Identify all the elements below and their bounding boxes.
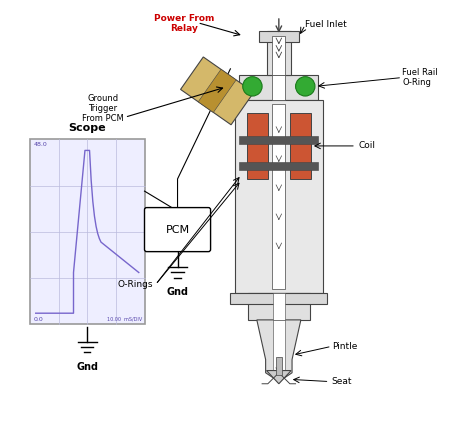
Text: PCM: PCM: [165, 225, 190, 235]
Text: Scope: Scope: [68, 123, 106, 133]
Bar: [239, 136, 319, 144]
Text: Gnd: Gnd: [166, 287, 189, 297]
Polygon shape: [257, 320, 301, 382]
Bar: [239, 75, 319, 99]
Bar: [290, 113, 311, 179]
Bar: [276, 357, 282, 375]
Text: O-Rings: O-Rings: [118, 280, 153, 289]
Circle shape: [243, 77, 262, 96]
Bar: [235, 99, 323, 293]
Text: Fuel Inlet: Fuel Inlet: [305, 21, 347, 29]
Bar: [273, 293, 284, 320]
Polygon shape: [181, 57, 254, 125]
Bar: [248, 293, 310, 320]
Bar: [239, 162, 319, 170]
Text: Ground
Trigger
From PCM: Ground Trigger From PCM: [82, 94, 124, 124]
Text: Seat: Seat: [332, 377, 352, 386]
Polygon shape: [198, 69, 236, 112]
Text: Power From
Relay: Power From Relay: [154, 14, 214, 33]
FancyBboxPatch shape: [145, 207, 210, 252]
Bar: [273, 320, 284, 373]
Bar: [272, 75, 285, 99]
Text: 48.0: 48.0: [34, 142, 47, 147]
Text: Gnd: Gnd: [76, 362, 98, 372]
Text: Fuel Rail
O-Ring: Fuel Rail O-Ring: [402, 68, 438, 87]
Polygon shape: [266, 371, 291, 384]
Text: 0.0: 0.0: [34, 317, 43, 322]
Bar: [246, 113, 268, 179]
Bar: [30, 139, 145, 324]
Bar: [272, 104, 285, 289]
Bar: [259, 31, 299, 42]
Bar: [267, 31, 291, 75]
Text: 10.00  mS/DIV: 10.00 mS/DIV: [107, 317, 142, 322]
Circle shape: [296, 77, 315, 96]
Text: Coil: Coil: [358, 141, 375, 150]
Bar: [272, 36, 285, 75]
Bar: [230, 293, 327, 305]
Text: Pintle: Pintle: [332, 342, 357, 351]
